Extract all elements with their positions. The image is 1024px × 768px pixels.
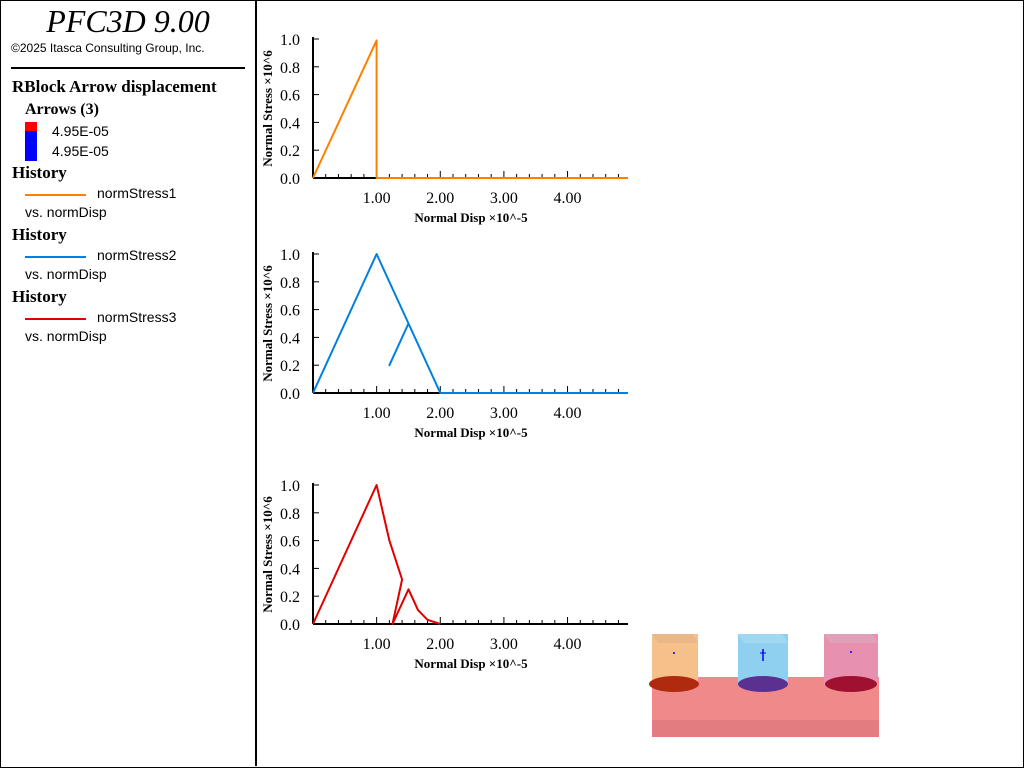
history-2-vs: vs. normDisp (25, 266, 107, 282)
chart-1-y-tick-label: 1.0 (280, 32, 300, 49)
chart-3-y-label: Normal Stress ×10^6 (260, 496, 275, 613)
chart-2-y-tick-label: 0.0 (280, 386, 300, 403)
chart-3-series-normStress3 (312, 484, 441, 625)
chart-2-y-label: Normal Stress ×10^6 (260, 265, 275, 382)
chart-1-y-tick-label: 0.2 (280, 143, 300, 160)
block-3-top (824, 634, 878, 643)
arrow-max-swatch (25, 122, 37, 131)
history-3-name: normStress3 (97, 309, 177, 325)
chart-2-x-label: Normal Disp ×10^-5 (414, 425, 528, 440)
history-1-name: normStress1 (97, 185, 177, 201)
chart-2-y-tick-label: 0.8 (280, 275, 300, 292)
chart-2-y-tick-label: 1.0 (280, 247, 300, 264)
chart-2-x-tick-label: 4.00 (554, 405, 582, 422)
chart-1-x-tick-label: 1.00 (363, 190, 391, 207)
chart-1-y-tick-label: 0.8 (280, 60, 300, 77)
block-1-top (652, 634, 698, 643)
legend-plot-item-title[interactable]: RBlock Arrow displacement (12, 77, 217, 96)
chart-3-x-tick-label: 4.00 (554, 636, 582, 653)
chart-1-x-label: Normal Disp ×10^-5 (414, 210, 528, 225)
history-2-heading: History (12, 225, 67, 244)
chart-3-x-tick-label: 1.00 (363, 636, 391, 653)
base-block-shadow (652, 720, 879, 737)
chart-3-y-tick-label: 0.6 (280, 534, 300, 551)
history-1-vs: vs. normDisp (25, 204, 107, 220)
arrow-min-value: 4.95E-05 (52, 143, 109, 159)
legend-arrows-heading: Arrows (3) (25, 101, 99, 118)
chart-2-y-tick-label: 0.6 (280, 303, 300, 320)
chart-1-x-tick-label: 4.00 (554, 190, 582, 207)
chart-3-y-tick-label: 0.4 (280, 561, 300, 578)
chart-3-y-tick-label: 0.0 (280, 617, 300, 634)
history-2-line-swatch (25, 256, 86, 258)
chart-1-y-tick-label: 0.0 (280, 171, 300, 188)
displacement-arrow-1 (673, 652, 675, 654)
chart-2-y-tick-label: 0.4 (280, 330, 300, 347)
chart-1-x-tick-label: 3.00 (490, 190, 518, 207)
history-3-vs: vs. normDisp (25, 328, 107, 344)
displacement-arrow-3 (850, 651, 852, 653)
arrow-max-value: 4.95E-05 (52, 123, 109, 139)
chart-3-y-tick-label: 0.8 (280, 506, 300, 523)
block-2-top (738, 634, 788, 643)
chart-2-x-tick-label: 2.00 (426, 405, 454, 422)
copyright: ©2025 Itasca Consulting Group, Inc. (11, 41, 205, 55)
chart-1-y-tick-label: 0.6 (280, 88, 300, 105)
history-1-line-swatch (25, 194, 86, 196)
chart-3-y-tick-label: 1.0 (280, 478, 300, 495)
chart-1-series-normStress1 (312, 39, 628, 179)
chart-2-x-tick-label: 3.00 (490, 405, 518, 422)
chart-2-x-tick-label: 1.00 (363, 405, 391, 422)
contact-disk-3 (825, 676, 877, 692)
legend-panel: PFC3D 9.00 ©2025 Itasca Consulting Group… (1, 1, 257, 766)
history-1-heading: History (12, 163, 67, 182)
chart-3-y-tick-label: 0.2 (280, 589, 300, 606)
chart-3-x-label: Normal Disp ×10^-5 (414, 656, 528, 671)
app-title: PFC3D 9.00 (46, 3, 210, 39)
history-3-line-swatch (25, 318, 86, 320)
arrow-min-swatch (25, 131, 37, 161)
chart-2-y-tick-label: 0.2 (280, 358, 300, 375)
chart-3-x-tick-label: 3.00 (490, 636, 518, 653)
chart-3-x-tick-label: 2.00 (426, 636, 454, 653)
chart-2-series-normStress2 (312, 253, 628, 394)
chart-1-x-tick-label: 2.00 (426, 190, 454, 207)
history-2-name: normStress2 (97, 247, 177, 263)
history-3-heading: History (12, 287, 67, 306)
chart-1-y-label: Normal Stress ×10^6 (260, 50, 275, 167)
chart-1-y-tick-label: 0.4 (280, 115, 300, 132)
contact-disk-1 (649, 676, 699, 692)
contact-disk-2 (738, 676, 788, 692)
model-viewport[interactable] (640, 625, 890, 745)
legend-divider (11, 67, 245, 69)
